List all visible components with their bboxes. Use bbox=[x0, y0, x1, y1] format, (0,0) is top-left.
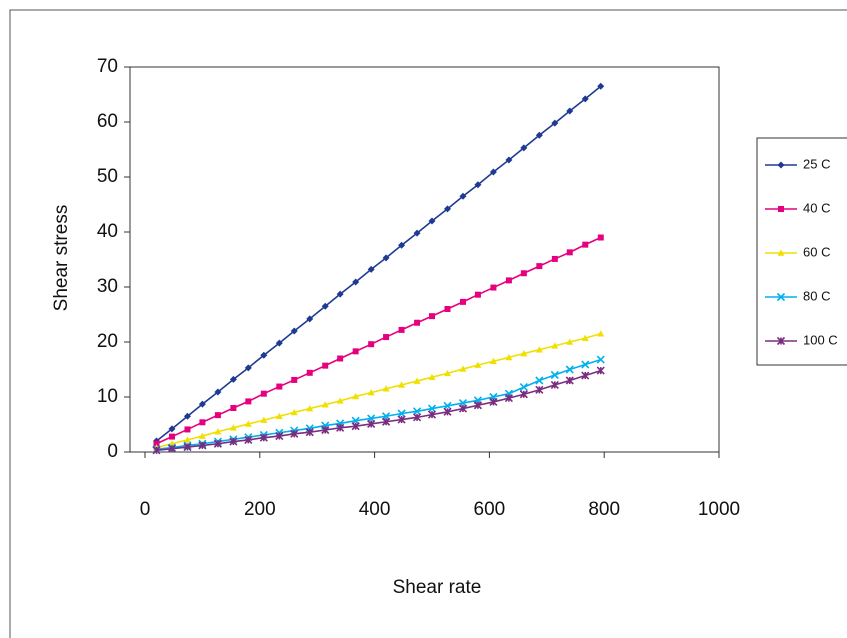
marker bbox=[551, 372, 558, 379]
marker bbox=[597, 330, 604, 336]
marker bbox=[536, 377, 543, 384]
marker bbox=[368, 341, 374, 347]
marker bbox=[567, 249, 573, 255]
marker bbox=[215, 412, 221, 418]
marker bbox=[261, 391, 267, 397]
x-tick-label: 800 bbox=[588, 499, 620, 520]
marker bbox=[307, 370, 313, 376]
x-axis-title: Shear rate bbox=[393, 577, 482, 598]
marker bbox=[475, 292, 481, 298]
marker bbox=[383, 334, 389, 340]
y-tick-label: 10 bbox=[97, 386, 118, 407]
legend-label: 40 C bbox=[803, 200, 830, 215]
chart-frame bbox=[10, 10, 847, 638]
marker bbox=[276, 384, 282, 390]
legend-marker bbox=[778, 206, 784, 212]
marker bbox=[414, 320, 420, 326]
y-tick-label: 60 bbox=[97, 111, 118, 132]
y-tick-label: 50 bbox=[97, 166, 118, 187]
marker bbox=[536, 263, 542, 269]
chart: Shear rate Shear stress 0 10 20 30 40 50 60 70 0… bbox=[0, 0, 847, 638]
legend-label: 100 C bbox=[803, 332, 838, 347]
marker bbox=[552, 256, 558, 262]
x-tick-label: 200 bbox=[244, 499, 276, 520]
marker bbox=[598, 235, 604, 241]
y-tick-label: 0 bbox=[107, 441, 118, 462]
marker bbox=[520, 384, 527, 391]
marker bbox=[291, 377, 297, 383]
marker bbox=[444, 306, 450, 312]
y-tick-label: 70 bbox=[97, 56, 118, 77]
x-tick-label: 0 bbox=[140, 499, 151, 520]
marker bbox=[506, 277, 512, 283]
y-tick-label: 40 bbox=[97, 221, 118, 242]
y-axis-title: Shear stress bbox=[51, 205, 72, 312]
marker bbox=[353, 348, 359, 354]
legend-box bbox=[757, 138, 847, 365]
marker bbox=[337, 356, 343, 362]
marker bbox=[460, 299, 466, 305]
marker bbox=[399, 327, 405, 333]
x-tick-label: 600 bbox=[474, 499, 506, 520]
marker bbox=[429, 313, 435, 319]
marker bbox=[230, 405, 236, 411]
legend-label: 60 C bbox=[803, 244, 830, 259]
x-tick-label: 1000 bbox=[698, 499, 740, 520]
marker bbox=[322, 363, 328, 369]
series-line bbox=[156, 360, 600, 450]
marker bbox=[199, 419, 205, 425]
marker bbox=[521, 270, 527, 276]
series-line bbox=[156, 238, 600, 444]
marker bbox=[184, 426, 190, 432]
marker bbox=[169, 434, 175, 440]
marker bbox=[245, 398, 251, 404]
y-tick-label: 30 bbox=[97, 276, 118, 297]
legend-label: 25 C bbox=[803, 156, 830, 171]
marker bbox=[490, 285, 496, 291]
marker bbox=[582, 242, 588, 248]
x-tick-label: 400 bbox=[359, 499, 391, 520]
series-line bbox=[156, 86, 600, 441]
legend-label: 80 C bbox=[803, 288, 830, 303]
y-tick-label: 20 bbox=[97, 331, 118, 352]
